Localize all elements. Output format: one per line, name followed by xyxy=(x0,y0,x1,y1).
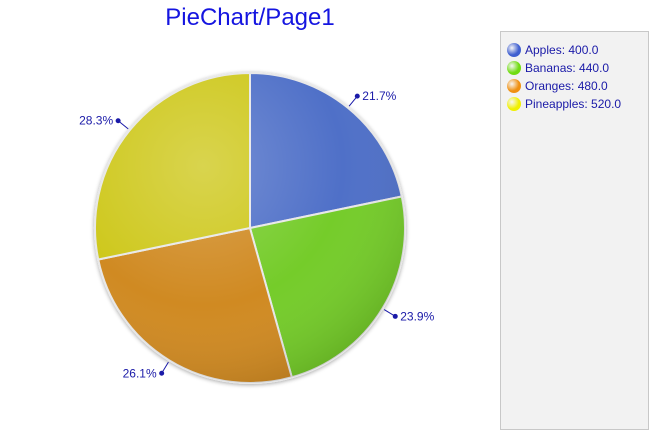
percent-label-bananas: 23.9% xyxy=(400,309,434,323)
leader-dot-bananas xyxy=(392,313,398,319)
legend-swatch-icon xyxy=(507,43,521,57)
legend-item-pineapples[interactable]: Pineapples: 520.0 xyxy=(501,95,648,113)
pie-percent-labels: 21.7% 23.9% 26.1% 28.3% xyxy=(79,89,435,380)
legend-item-apples[interactable]: Apples: 400.0 xyxy=(501,41,648,59)
chart-title: PieChart/Page1 xyxy=(165,4,335,31)
leader-dot-pineapples xyxy=(115,118,121,124)
pie-slices xyxy=(94,71,406,384)
pie-slice-pineapples[interactable] xyxy=(94,71,251,261)
legend-label: Oranges: 480.0 xyxy=(525,79,608,93)
legend-swatch-icon xyxy=(507,61,521,75)
legend-label: Bananas: 440.0 xyxy=(525,61,610,75)
legend-item-bananas[interactable]: Bananas: 440.0 xyxy=(501,59,648,77)
legend-swatch-icon xyxy=(507,79,521,93)
percent-label-apples: 21.7% xyxy=(362,89,396,103)
legend-label: Pineapples: 520.0 xyxy=(525,97,622,111)
percent-label-pineapples: 28.3% xyxy=(79,114,113,128)
legend-item-oranges[interactable]: Oranges: 480.0 xyxy=(501,77,648,95)
percent-label-oranges: 26.1% xyxy=(123,366,157,380)
legend-swatch-icon xyxy=(507,97,521,111)
leader-dot-oranges xyxy=(159,370,165,376)
leader-dot-apples xyxy=(354,93,360,99)
legend-label: Apples: 400.0 xyxy=(525,43,599,57)
pie-plot-area: 21.7% 23.9% 26.1% 28.3% xyxy=(79,71,435,384)
legend: Apples: 400.0 Bananas: 440.0 Oranges: 480.… xyxy=(500,31,649,430)
